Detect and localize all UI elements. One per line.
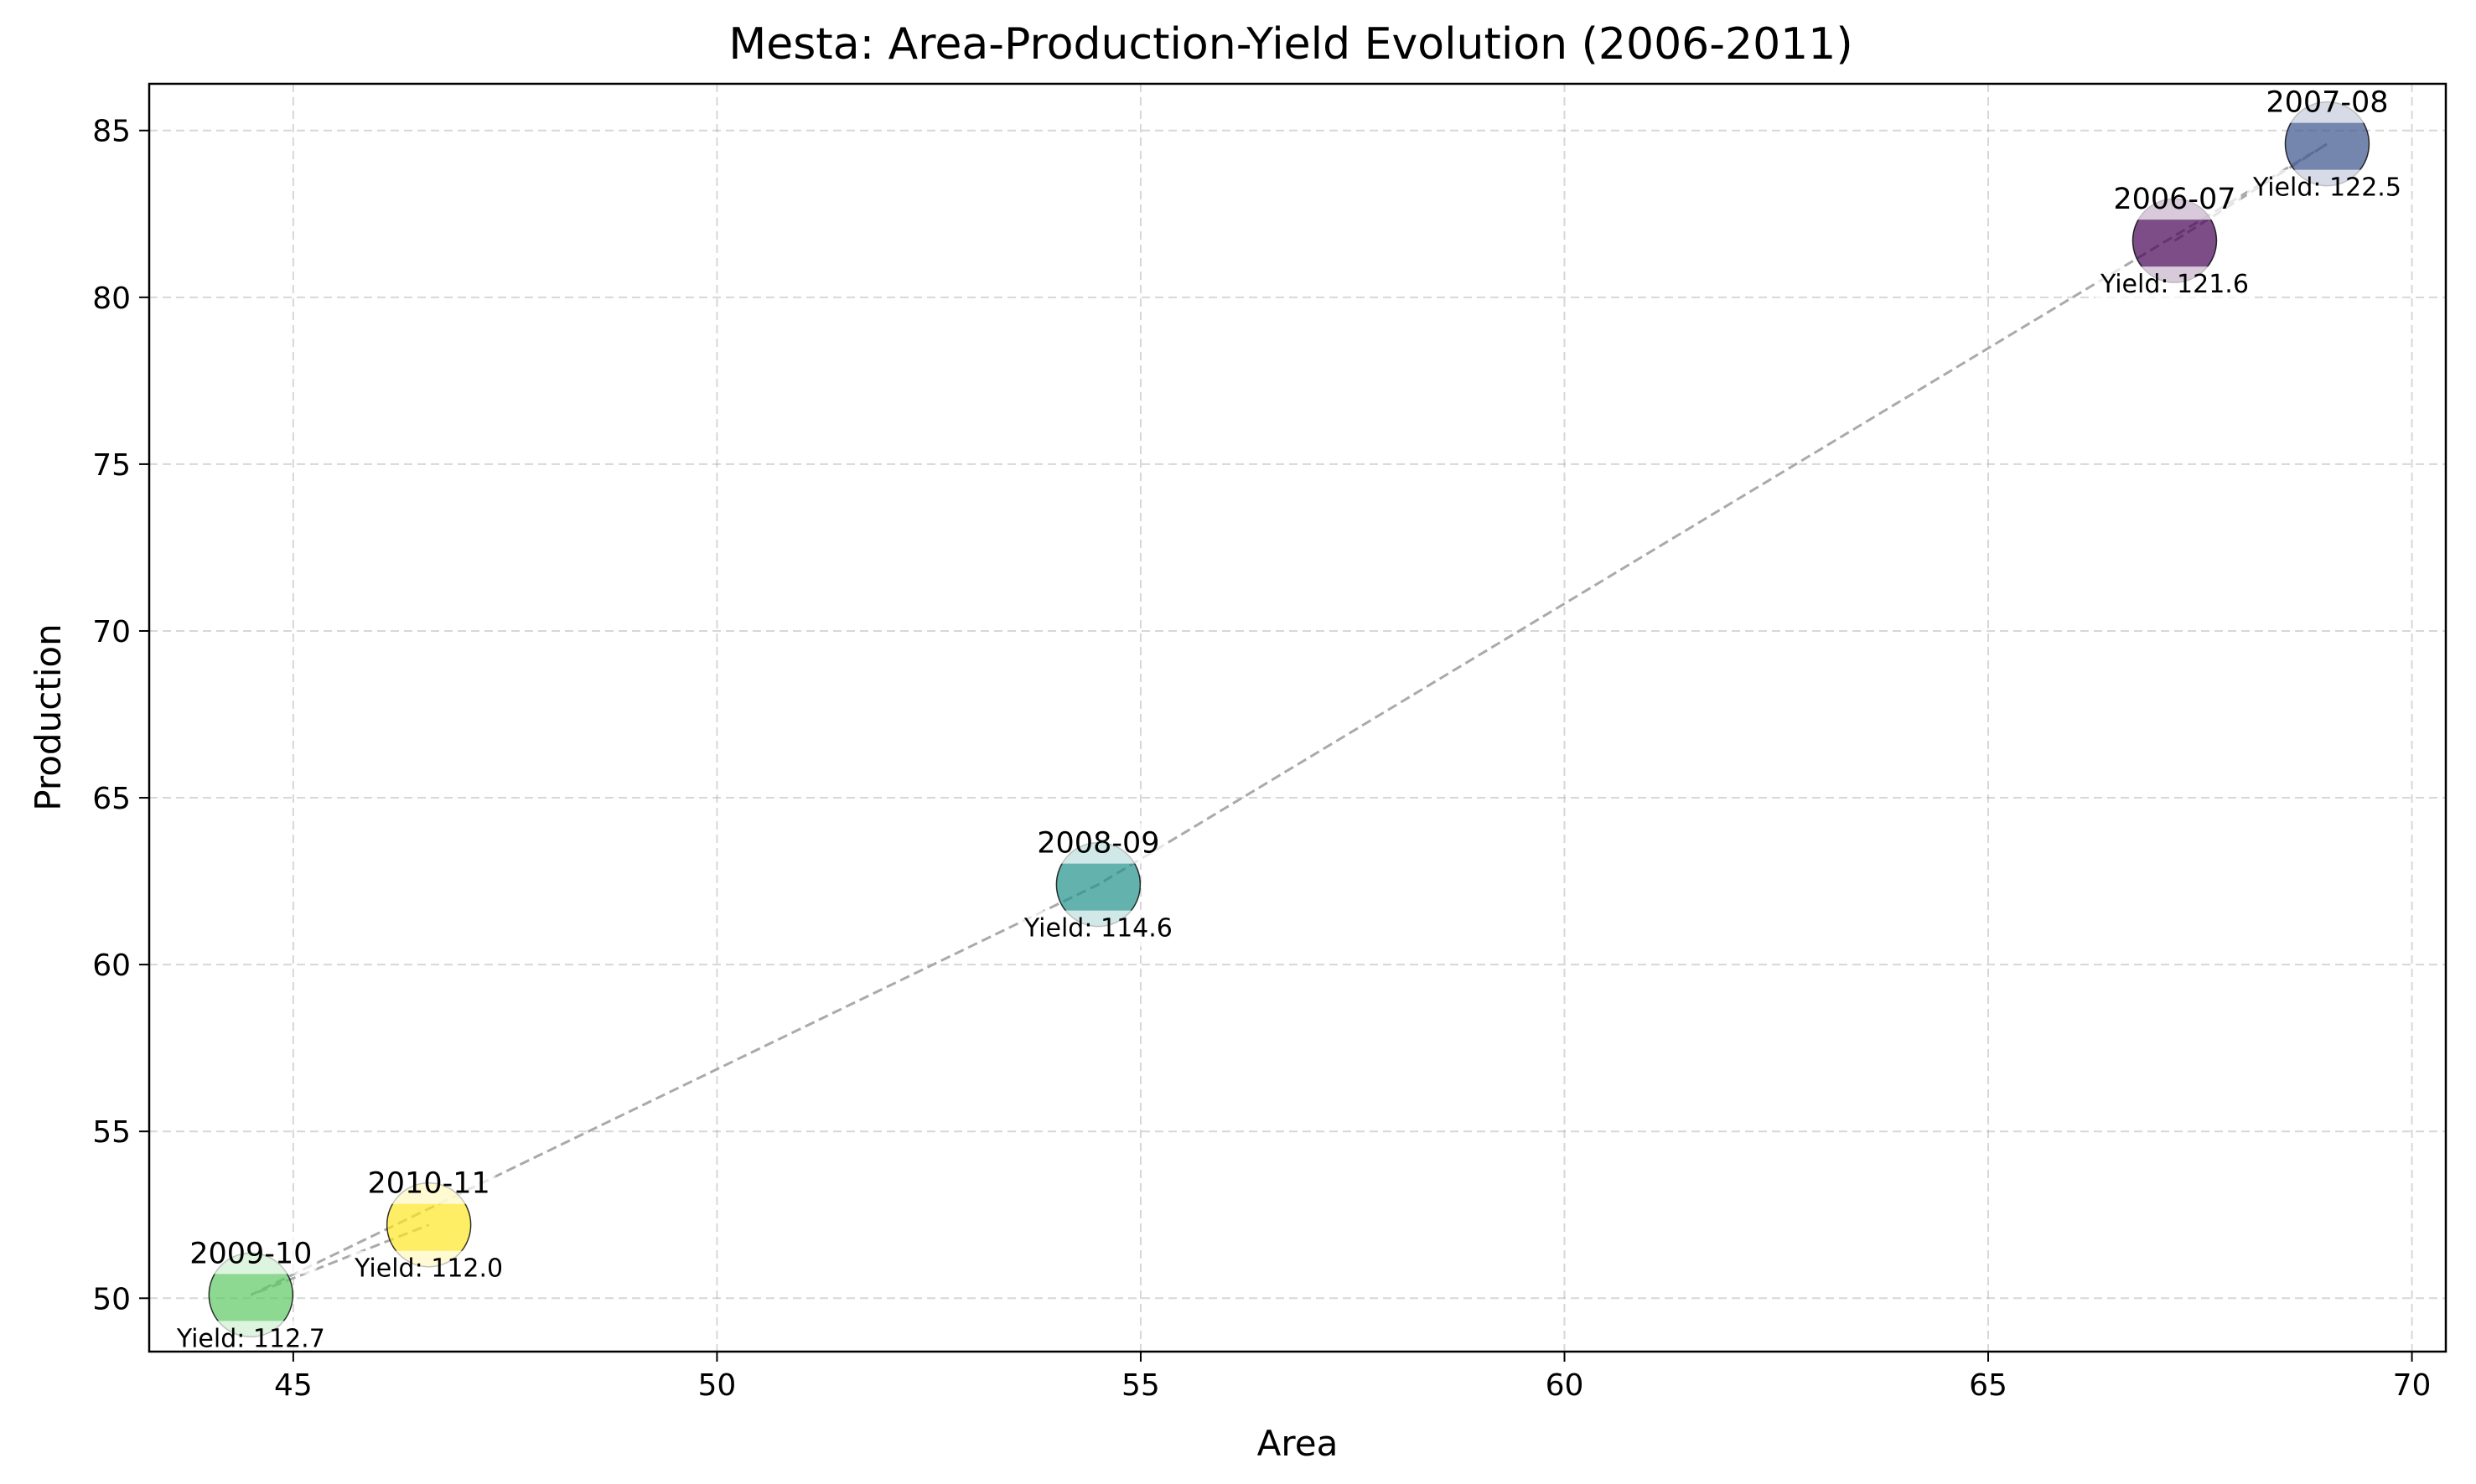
x-tick-label: 70: [2393, 1368, 2432, 1403]
yield-label: Yield: 122.5: [2252, 173, 2401, 203]
yield-label-bg: [1018, 910, 1178, 947]
yield-label-bg: [2246, 169, 2406, 206]
point-label-bg: [184, 1233, 318, 1275]
yield-label-bg: [349, 1250, 509, 1287]
yield-label: Yield: 112.7: [176, 1324, 325, 1353]
grid: [149, 84, 2446, 1352]
point-label: 2006-07: [2113, 183, 2235, 216]
x-tick-label: 65: [1969, 1368, 2007, 1403]
y-tick-label: 55: [92, 1115, 131, 1150]
y-tick-label: 85: [92, 115, 131, 149]
y-tick-label: 75: [92, 448, 131, 483]
y-tick-label: 70: [92, 615, 131, 649]
point-labels: 2006-07 Yield: 121.6 2007-08 Yield: 122.5 20…: [170, 82, 2406, 1357]
point-label: 2010-11: [368, 1167, 490, 1201]
yield-label-bg: [2094, 266, 2254, 303]
y-axis-label: Production: [28, 623, 69, 810]
connector: [250, 142, 2328, 1296]
yield-label: Yield: 121.6: [2100, 270, 2249, 299]
point-label: 2007-08: [2266, 86, 2388, 120]
y-tick-label: 50: [92, 1282, 131, 1316]
x-tick-label: 45: [274, 1368, 313, 1403]
y-tick-label: 80: [92, 282, 131, 316]
x-axis-label: Area: [1257, 1423, 1339, 1464]
point-label-bg: [2261, 82, 2394, 123]
y-tick-label: 60: [92, 949, 131, 983]
y-tick-label: 65: [92, 782, 131, 816]
x-tick-label: 55: [1121, 1368, 1160, 1403]
point-label-bg: [2108, 179, 2241, 220]
point-label-bg: [1032, 823, 1165, 864]
points: [208, 101, 2370, 1338]
chart-title: Mesta: Area-Production-Yield Evolution (…: [728, 19, 1852, 70]
x-tick-label: 60: [1546, 1368, 1584, 1403]
axis-ticks: 45 50 55 60 65 70 50 55 60 65 70 75 80 85: [92, 115, 2431, 1403]
yield-label-bg: [170, 1321, 330, 1357]
x-tick-label: 50: [698, 1368, 737, 1403]
point-label: 2008-09: [1037, 827, 1159, 861]
yield-label: Yield: 112.0: [354, 1254, 503, 1284]
plot-frame: [148, 82, 2448, 1353]
point-label: 2009-10: [189, 1237, 312, 1270]
point-label-bg: [362, 1163, 495, 1204]
connector-line: [250, 142, 2328, 1296]
yield-label: Yield: 114.6: [1023, 914, 1173, 944]
